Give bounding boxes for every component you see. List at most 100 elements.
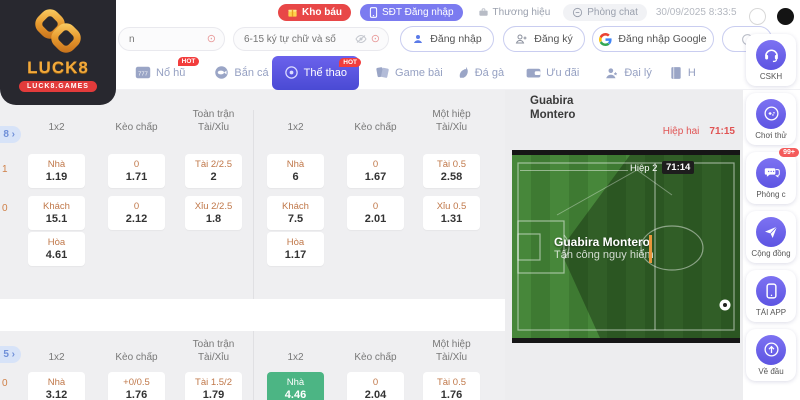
agent-person-icon xyxy=(605,66,619,80)
pitch-visualization: Hiệp 2 71:14 Guabira Montero Tấn công ng… xyxy=(512,155,740,338)
main-navbar: 777 Nổ hũ HOT Bắn cá Thể thao HOT Game b… xyxy=(0,55,800,90)
nav-item-the-thao[interactable]: Thể thao HOT xyxy=(271,55,362,90)
match-count-badge[interactable]: 5 › xyxy=(0,346,21,363)
pitch-event-text: Guabira Montero Tấn công nguy hiểm xyxy=(554,235,654,261)
sidebar-item-tai-app[interactable]: TẢI APP xyxy=(746,270,796,322)
user-plus-icon xyxy=(515,33,528,45)
hot-badge: HOT xyxy=(177,57,200,66)
login-button[interactable]: Đăng nhập xyxy=(400,26,494,52)
phone-login-button[interactable]: SĐT Đăng nhập xyxy=(360,3,463,21)
smartphone-icon xyxy=(756,275,786,306)
sidebar-item-cong-dong[interactable]: Cộng đồng xyxy=(746,211,796,263)
odds-cell[interactable]: 0 1.71 xyxy=(108,154,165,188)
password-field-wrap: ⊙ xyxy=(233,27,389,51)
odds-cell[interactable]: Hòa 1.17 xyxy=(267,232,324,266)
odds-cell-selected[interactable]: Nhà 4.46 xyxy=(267,372,324,400)
login-row: ⊙ ⊙ Đăng nhập Đăng ký Đăng nhập Googl xyxy=(0,24,800,56)
live-match-panel: Guabira Montero Hiệp hai 71:15 xyxy=(505,90,743,400)
google-g-icon xyxy=(599,32,613,46)
arrow-up-icon xyxy=(756,334,786,365)
odds-cell[interactable]: Nhà 1.19 xyxy=(28,154,85,188)
odds-cell[interactable]: Hòa 4.61 xyxy=(28,232,85,266)
headset-icon xyxy=(756,39,786,70)
brand-name: LUCK8 xyxy=(27,58,89,77)
wallet-icon xyxy=(526,66,541,79)
chat-room-button[interactable]: Phòng chat xyxy=(563,3,647,21)
pitch-clock: 71:14 xyxy=(662,161,695,174)
floating-sidebar: CSKH Chơi thử 99+ Phòng c Cộng đồng TẢ xyxy=(746,34,799,381)
eye-off-icon[interactable] xyxy=(355,34,367,44)
odds-cell[interactable]: 0 2.04 xyxy=(347,372,404,400)
score-digit: 0 xyxy=(2,378,8,389)
hot-badge: HOT xyxy=(339,57,362,67)
theme-toggle-light[interactable] xyxy=(749,8,766,25)
nav-item-guide[interactable]: H xyxy=(669,66,696,80)
rooster-icon xyxy=(456,65,470,80)
odds-cell[interactable]: Tài 2/2.5 2 xyxy=(185,154,242,188)
phone-icon xyxy=(369,6,378,18)
google-login-button[interactable]: Đăng nhập Google xyxy=(592,26,714,52)
odds-cell[interactable]: 0 2.12 xyxy=(108,196,165,230)
nav-item-dai-ly[interactable]: Đại lý xyxy=(605,66,652,80)
slot-777-icon: 777 xyxy=(135,66,151,79)
odds-area: 8 › 1x2 Kèo chấp Toàn trận Tài/Xỉu 1x2 Kè… xyxy=(0,90,505,400)
odds-cell[interactable]: Tài 0.5 1.76 xyxy=(423,372,480,400)
sidebar-item-cskh[interactable]: CSKH xyxy=(746,34,796,86)
odds-cell[interactable]: +0/0.5 1.76 xyxy=(108,372,165,400)
odds-cell[interactable]: Xỉu 2/2.5 1.8 xyxy=(185,196,242,230)
attack-indicator-bar xyxy=(649,235,652,263)
odds-cell[interactable]: Tài 1.5/2 1.79 xyxy=(185,372,242,400)
gift-icon xyxy=(287,7,298,18)
odds-cell[interactable]: Tài 0.5 2.58 xyxy=(423,154,480,188)
brand-logo[interactable]: LUCK8 LUCK8.GAMES xyxy=(0,0,116,105)
odds-cell[interactable]: Xỉu 0.5 1.31 xyxy=(423,196,480,230)
sidebar-item-choi-thu[interactable]: Chơi thử xyxy=(746,93,796,145)
luck8-knot-icon xyxy=(30,8,86,56)
odds-cell[interactable]: 0 1.67 xyxy=(347,154,404,188)
server-timestamp: 30/09/2025 8:33:5 xyxy=(655,6,737,18)
user-icon xyxy=(412,33,424,45)
register-button[interactable]: Đăng ký xyxy=(503,26,585,52)
match-count-badge[interactable]: 8 › xyxy=(0,126,21,143)
chat-bubbles-icon xyxy=(756,157,786,188)
match-team-name: Guabira Montero xyxy=(530,95,576,121)
odds-cell[interactable]: Khách 7.5 xyxy=(267,196,324,230)
odds-cell[interactable]: Khách 15.1 xyxy=(28,196,85,230)
fish-icon xyxy=(214,65,229,80)
brand-domain-badge: LUCK8.GAMES xyxy=(19,81,97,92)
nav-item-game-bai[interactable]: Game bài xyxy=(375,65,443,80)
nav-item-da-ga[interactable]: Đá gà xyxy=(456,65,504,80)
score-digit: 1 xyxy=(2,164,8,175)
nav-item-ban-ca[interactable]: Bắn cá xyxy=(214,65,269,80)
table-separator xyxy=(0,299,505,331)
username-field-wrap: ⊙ xyxy=(118,27,225,51)
odds-cell[interactable]: Nhà 6 xyxy=(267,154,324,188)
password-input[interactable] xyxy=(242,32,351,46)
match-period-clock: Hiệp hai 71:15 xyxy=(662,126,735,137)
book-icon xyxy=(669,66,683,80)
pitch-period-label: Hiệp 2 xyxy=(630,163,658,174)
unread-badge: 99+ xyxy=(779,148,799,157)
gamepad-icon xyxy=(756,98,786,129)
odds-cell[interactable]: 0 2.01 xyxy=(347,196,404,230)
briefcase-icon xyxy=(478,7,489,18)
svg-text:777: 777 xyxy=(138,71,148,77)
brand-menu[interactable]: Thương hiệu xyxy=(478,7,550,18)
theme-toggle-dark[interactable] xyxy=(777,8,794,25)
cards-icon xyxy=(375,65,390,80)
score-digit: 0 xyxy=(2,203,8,214)
paper-plane-icon xyxy=(756,216,786,247)
odds-cell[interactable]: Nhà 3.12 xyxy=(28,372,85,400)
treasure-button[interactable]: Kho báu xyxy=(278,3,351,21)
live-pitch-view[interactable]: Hiệp 2 71:14 Guabira Montero Tấn công ng… xyxy=(512,150,740,343)
username-input[interactable] xyxy=(127,32,203,46)
sidebar-item-ve-dau[interactable]: Về đầu xyxy=(746,329,796,381)
clear-circle-icon[interactable]: ⊙ xyxy=(370,32,380,45)
sidebar-item-phong-chat[interactable]: 99+ Phòng c xyxy=(746,148,799,204)
nav-item-no-hu[interactable]: 777 Nổ hũ HOT xyxy=(135,57,200,79)
pitch-period-row: Hiệp 2 71:14 xyxy=(512,161,740,177)
clear-circle-icon[interactable]: ⊙ xyxy=(206,32,216,45)
nav-item-uu-dai[interactable]: Ưu đãi xyxy=(526,66,579,79)
circle-minus-icon xyxy=(572,7,583,18)
